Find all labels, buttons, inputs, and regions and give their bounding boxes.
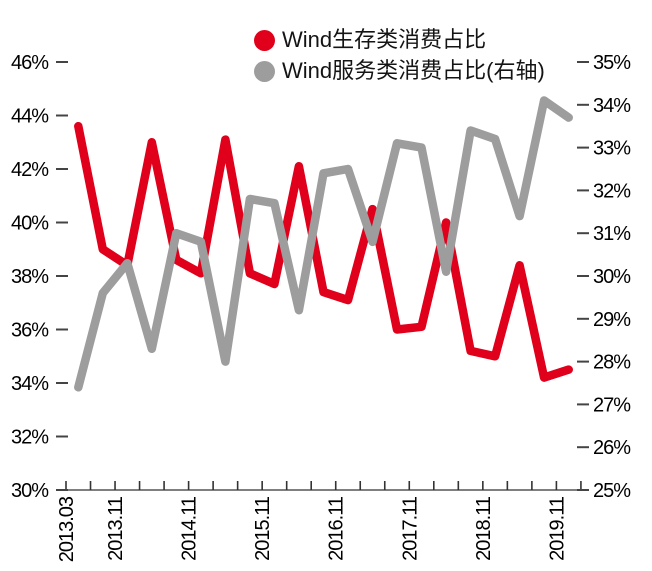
right-axis-label: 30%: [593, 266, 631, 288]
legend-item-survival-share: Wind生存类消费占比: [254, 27, 545, 52]
left-axis-label: 38%: [11, 266, 49, 288]
legend-label-service: Wind服务类消费占比(右轴): [282, 58, 545, 84]
right-axis-label: 31%: [593, 223, 631, 245]
right-axis-label: 33%: [593, 138, 631, 160]
right-axis-label: 28%: [593, 352, 631, 374]
left-axis-label: 46%: [11, 52, 49, 74]
left-axis-label: 40%: [11, 213, 49, 235]
right-axis-label: 35%: [593, 52, 631, 74]
left-axis-label: 36%: [11, 320, 49, 342]
right-axis-label: 25%: [593, 480, 631, 502]
legend-marker-survival-icon: [254, 29, 275, 51]
left-axis-label: 34%: [11, 373, 49, 395]
x-axis-label: 2016.11: [326, 496, 348, 561]
legend-item-service-share: Wind服务类消费占比(右轴): [254, 58, 545, 84]
x-axis-label: 2015.11: [252, 496, 274, 561]
series-line-service-share: [74, 96, 573, 392]
right-axis-label: 34%: [593, 95, 631, 117]
legend-marker-service-icon: [254, 60, 275, 82]
right-axis-label: 26%: [593, 437, 631, 459]
x-axis-label: 2019.11: [546, 496, 568, 561]
right-axis-label: 32%: [593, 180, 631, 202]
x-axis-label: 2013.03: [56, 496, 78, 562]
right-axis-label: 27%: [593, 394, 631, 416]
series-line-survival-share: [74, 121, 573, 382]
legend-label-survival: Wind生存类消费占比: [282, 27, 487, 52]
left-axis-label: 30%: [11, 480, 49, 502]
x-axis-label: 2013.11: [105, 496, 127, 561]
left-axis-label: 42%: [11, 159, 49, 181]
left-axis-label: 44%: [11, 106, 49, 128]
chart-legend: Wind生存类消费占比 Wind服务类消费占比(右轴): [254, 27, 545, 84]
x-axis-label: 2014.11: [179, 496, 201, 561]
x-axis-label: 2018.11: [473, 496, 495, 561]
right-axis-label: 29%: [593, 309, 631, 331]
x-axis-label: 2017.11: [399, 496, 421, 561]
left-axis-label: 32%: [11, 427, 49, 449]
